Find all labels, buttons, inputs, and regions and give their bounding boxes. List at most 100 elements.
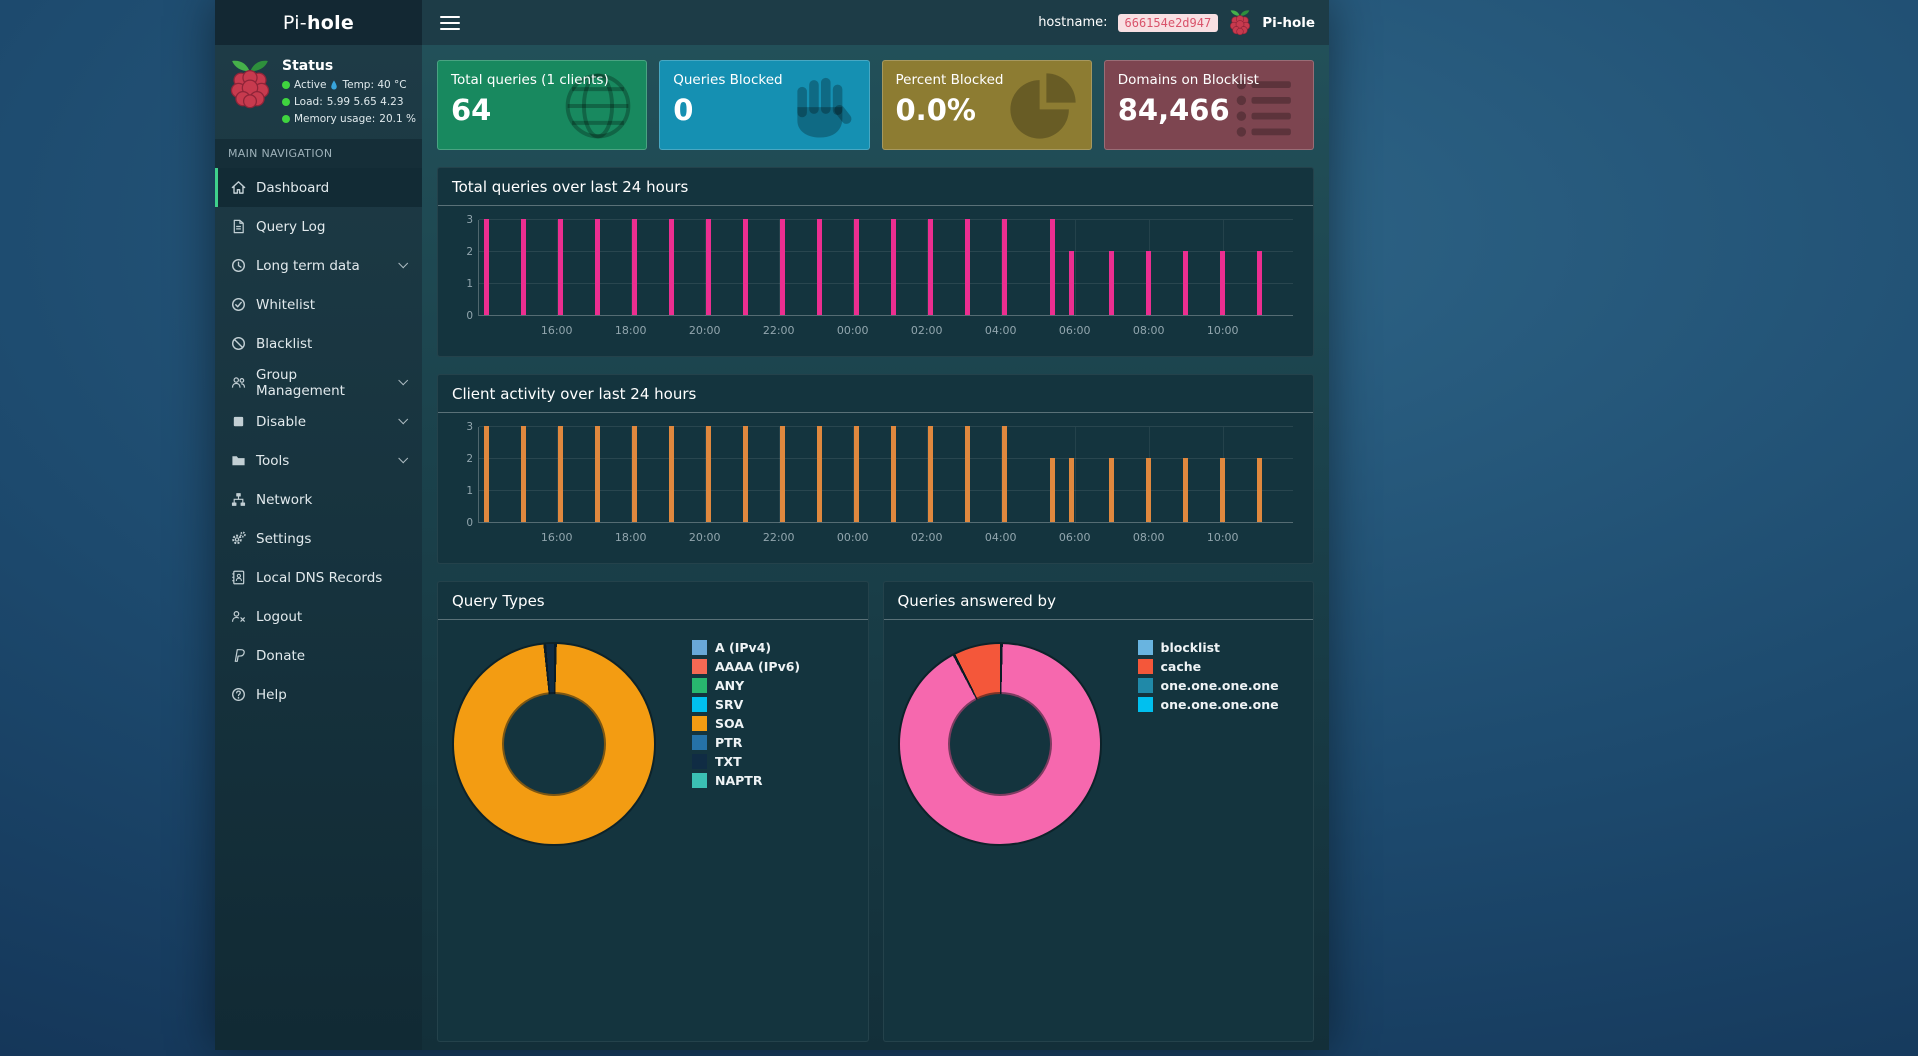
legend-swatch [692, 773, 707, 788]
legend-item-ptr[interactable]: PTR [692, 735, 800, 750]
panel-header: Query Types [438, 582, 868, 620]
x-axis-label: 16:00 [540, 531, 573, 544]
bar [594, 426, 600, 522]
x-axis-label: 16:00 [540, 324, 573, 337]
brand[interactable]: Pi-hole [215, 0, 422, 45]
donut-hole [949, 694, 1050, 794]
clock-icon [231, 258, 246, 273]
legend-item-soa[interactable]: SOA [692, 716, 800, 731]
legend-item-blocklist[interactable]: blocklist [1137, 640, 1279, 655]
queries-chart-panel: Total queries over last 24 hours 0 1 2 3 16:… [437, 167, 1314, 357]
sidebar-item-query-log[interactable]: Query Log [215, 207, 422, 246]
chevron-down-icon [398, 453, 409, 464]
user-menu[interactable]: Pi-hole [1262, 15, 1315, 31]
navbar-right: hostname: 666154e2d947 Pi-hole [422, 0, 1329, 45]
sidebar-item-donate[interactable]: Donate [215, 636, 422, 675]
legend-item-aaaa-ipv6[interactable]: AAAA (IPv6) [692, 659, 800, 674]
temp-value: Temp: 40 °C [342, 79, 407, 91]
bar-plot: 0 1 2 3 16:00 18:00 20:00 22:00 00:00 02:00 04:00 0… [466, 421, 1293, 544]
sidebar-item-help[interactable]: Help [215, 675, 422, 714]
bar [1068, 251, 1074, 315]
sidebar-item-label: Donate [256, 647, 306, 664]
legend-swatch [692, 697, 707, 712]
bar [816, 426, 822, 522]
users-icon [231, 375, 246, 390]
memory-label: Memory usage: [294, 112, 376, 125]
legend-item-cache[interactable]: cache [1137, 659, 1279, 674]
stat-card-label: Total queries (1 clients) [451, 72, 609, 88]
gridline [479, 490, 1293, 491]
gridline [479, 315, 1293, 316]
bar [705, 219, 711, 315]
sidebar-item-disable[interactable]: Disable [215, 402, 422, 441]
sidebar-item-logout[interactable]: Logout [215, 597, 422, 636]
legend-item-a-ipv4[interactable]: A (IPv4) [692, 640, 800, 655]
sidebar-item-tools[interactable]: Tools [215, 441, 422, 480]
gridline [1000, 220, 1002, 316]
bar [520, 219, 526, 315]
chevron-down-icon [398, 375, 409, 386]
clients-bar-chart[interactable]: 0 1 2 3 16:00 18:00 20:00 22:00 00:00 02:00 04:00 0… [466, 421, 1293, 555]
legend-item-one-one-one-one[interactable]: one.one.one.one [1137, 697, 1279, 712]
stop-icon [231, 414, 246, 429]
bar [1257, 458, 1263, 522]
sidebar-item-blacklist[interactable]: Blacklist [215, 324, 422, 363]
legend-item-srv[interactable]: SRV [692, 697, 800, 712]
sidebar-item-dashboard[interactable]: Dashboard [215, 168, 422, 208]
sidebar-item-label: Settings [256, 530, 312, 547]
status-line-memory: Memory usage: 20.1 % [282, 111, 416, 128]
bar [520, 426, 526, 522]
bar [483, 219, 489, 315]
y-axis-label: 1 [466, 278, 473, 290]
sidebar-item-whitelist[interactable]: Whitelist [215, 285, 422, 324]
query-types-panel: Query Types A (IPv4) AAAA (IPv6) ANY SRV SOA… [437, 581, 869, 1042]
panel-title: Client activity over last 24 hours [452, 385, 697, 403]
sidebar-item-group-management[interactable]: Group Management [215, 363, 422, 402]
legend-swatch [692, 716, 707, 731]
status-line-load: Load: 5.99 5.65 4.23 [282, 94, 416, 111]
bar [853, 219, 859, 315]
sidebar-item-long-term-data[interactable]: Long term data [215, 246, 422, 285]
legend-swatch [692, 754, 707, 769]
gridline [630, 220, 632, 316]
main-content: Total queries (1 clients) 64 Queries Block… [422, 45, 1329, 1050]
x-axis-label: 22:00 [762, 531, 795, 544]
query-types-donut[interactable] [454, 644, 654, 844]
bar [1050, 458, 1055, 522]
sidebar-item-local-dns-records[interactable]: Local DNS Records [215, 558, 422, 597]
x-axis-label: 02:00 [910, 531, 943, 544]
sidebar-toggle-icon[interactable] [440, 15, 460, 30]
memory-value: 20.1 % [379, 112, 416, 125]
brand-plain: Pi- [282, 11, 307, 34]
sidebar-item-label: Network [256, 491, 313, 508]
gridline [852, 220, 854, 316]
legend-item-one-one-one-one[interactable]: one.one.one.one [1137, 678, 1279, 693]
stat-card-label: Percent Blocked [895, 72, 1004, 88]
brand-bold: hole [306, 11, 355, 34]
sidebar-item-network[interactable]: Network [215, 480, 422, 519]
hostname-badge: 666154e2d947 [1117, 13, 1219, 32]
queries-bar-chart[interactable]: 0 1 2 3 16:00 18:00 20:00 22:00 00:00 02:00 04:00 0… [466, 214, 1293, 348]
panel-header: Client activity over last 24 hours [438, 375, 1313, 413]
legend-swatch [1137, 659, 1153, 674]
gridline [704, 220, 706, 316]
stat-card-label: Queries Blocked [673, 72, 783, 88]
gridline [630, 427, 632, 523]
legend-item-naptr[interactable]: NAPTR [692, 773, 800, 788]
legend-swatch [1137, 640, 1153, 655]
sidebar-item-label: Logout [256, 608, 303, 625]
x-axis-label: 02:00 [910, 324, 943, 337]
bar [890, 219, 896, 315]
x-axis-label: 18:00 [614, 324, 647, 337]
legend-item-txt[interactable]: TXT [692, 754, 800, 769]
clients-chart-panel: Client activity over last 24 hours 0 1 2 3 1… [437, 374, 1314, 564]
y-axis-label: 0 [466, 310, 473, 322]
panel-title: Total queries over last 24 hours [452, 178, 689, 196]
sidebar-item-settings[interactable]: Settings [215, 519, 422, 558]
bar [927, 219, 933, 315]
queries-answered-donut[interactable] [899, 644, 1100, 844]
chevron-down-icon [398, 258, 409, 269]
gridline [852, 427, 854, 523]
legend-item-any[interactable]: ANY [692, 678, 800, 693]
x-axis-label: 22:00 [762, 324, 795, 337]
